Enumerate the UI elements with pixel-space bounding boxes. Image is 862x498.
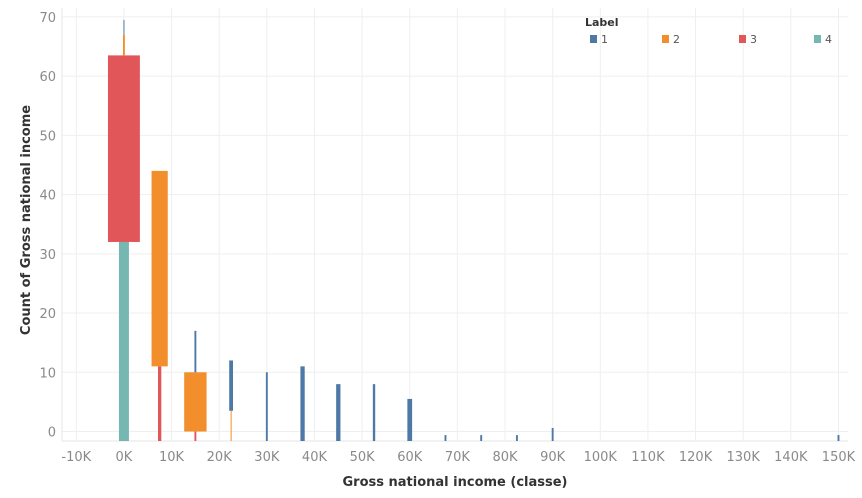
y-tick-label: 60 (39, 70, 56, 85)
legend-label-4: 4 (825, 33, 832, 46)
x-tick-label: 10K (159, 450, 185, 465)
bar-label-2 (151, 170, 168, 367)
y-axis-title: Count of Gross national income (19, 105, 34, 335)
bar-label-3 (157, 366, 162, 441)
x-tick-label: 40K (302, 450, 328, 465)
legend-title: Label (585, 16, 619, 29)
bar-label-1 (480, 435, 483, 441)
bar-label-1 (444, 435, 447, 441)
y-tick-label: 20 (39, 307, 56, 322)
bar-label-1 (407, 398, 413, 441)
bar-label-1 (837, 435, 840, 441)
x-tick-label: 30K (254, 450, 280, 465)
bar-label-1 (515, 435, 518, 441)
bar-label-1 (265, 372, 268, 441)
x-tick-label: 120K (679, 450, 713, 465)
x-axis-title: Gross national income (classe) (343, 475, 568, 490)
x-tick-label: 130K (727, 450, 761, 465)
legend-label-3: 3 (750, 33, 757, 46)
legend-label-1: 1 (601, 33, 608, 46)
bar-label-1 (229, 360, 234, 411)
y-axis-ticks: 0 10 20 30 40 50 60 70 (39, 11, 56, 441)
x-tick-label: 20K (207, 450, 233, 465)
bar-label-3 (194, 431, 197, 441)
x-tick-label: 80K (492, 450, 518, 465)
y-tick-label: 0 (48, 426, 56, 441)
x-tick-label: 60K (397, 450, 423, 465)
x-tick-label: 140K (774, 450, 808, 465)
bars (107, 19, 840, 441)
bar-label-1 (300, 366, 305, 441)
y-tick-label: 30 (39, 248, 56, 263)
y-tick-label: 10 (39, 366, 56, 381)
bar-label-1 (336, 384, 341, 441)
bar-label-1 (551, 427, 554, 441)
bar-label-2 (230, 410, 232, 441)
bar-label-2 (184, 372, 207, 432)
grid (61, 8, 848, 442)
legend: Label 1 2 3 4 (585, 16, 832, 46)
x-tick-label: 0K (116, 450, 133, 465)
bar-label-2 (122, 34, 125, 56)
x-tick-label: 100K (584, 450, 618, 465)
legend-swatch-3 (739, 35, 746, 43)
bar-label-1 (123, 19, 125, 35)
bar-label-3 (107, 55, 140, 242)
legend-swatch-2 (662, 35, 669, 43)
x-tick-label: 70K (445, 450, 471, 465)
x-tick-label: -10K (61, 450, 91, 465)
y-tick-label: 50 (39, 129, 56, 144)
y-tick-label: 70 (39, 11, 56, 26)
legend-swatch-1 (590, 35, 597, 43)
x-tick-label: 50K (350, 450, 376, 465)
x-tick-label: 90K (540, 450, 566, 465)
legend-label-2: 2 (673, 33, 680, 46)
x-tick-label: 150K (822, 450, 856, 465)
bar-label-1 (194, 330, 197, 373)
y-tick-label: 40 (39, 189, 56, 204)
bar-label-4 (118, 241, 129, 441)
bar-label-1 (372, 384, 376, 441)
x-tick-label: 110K (631, 450, 665, 465)
x-axis-ticks: -10K 0K 10K 20K 30K 40K 50K 60K 70K 80K 90K 100K 110… (61, 450, 855, 465)
legend-swatch-4 (814, 35, 821, 43)
